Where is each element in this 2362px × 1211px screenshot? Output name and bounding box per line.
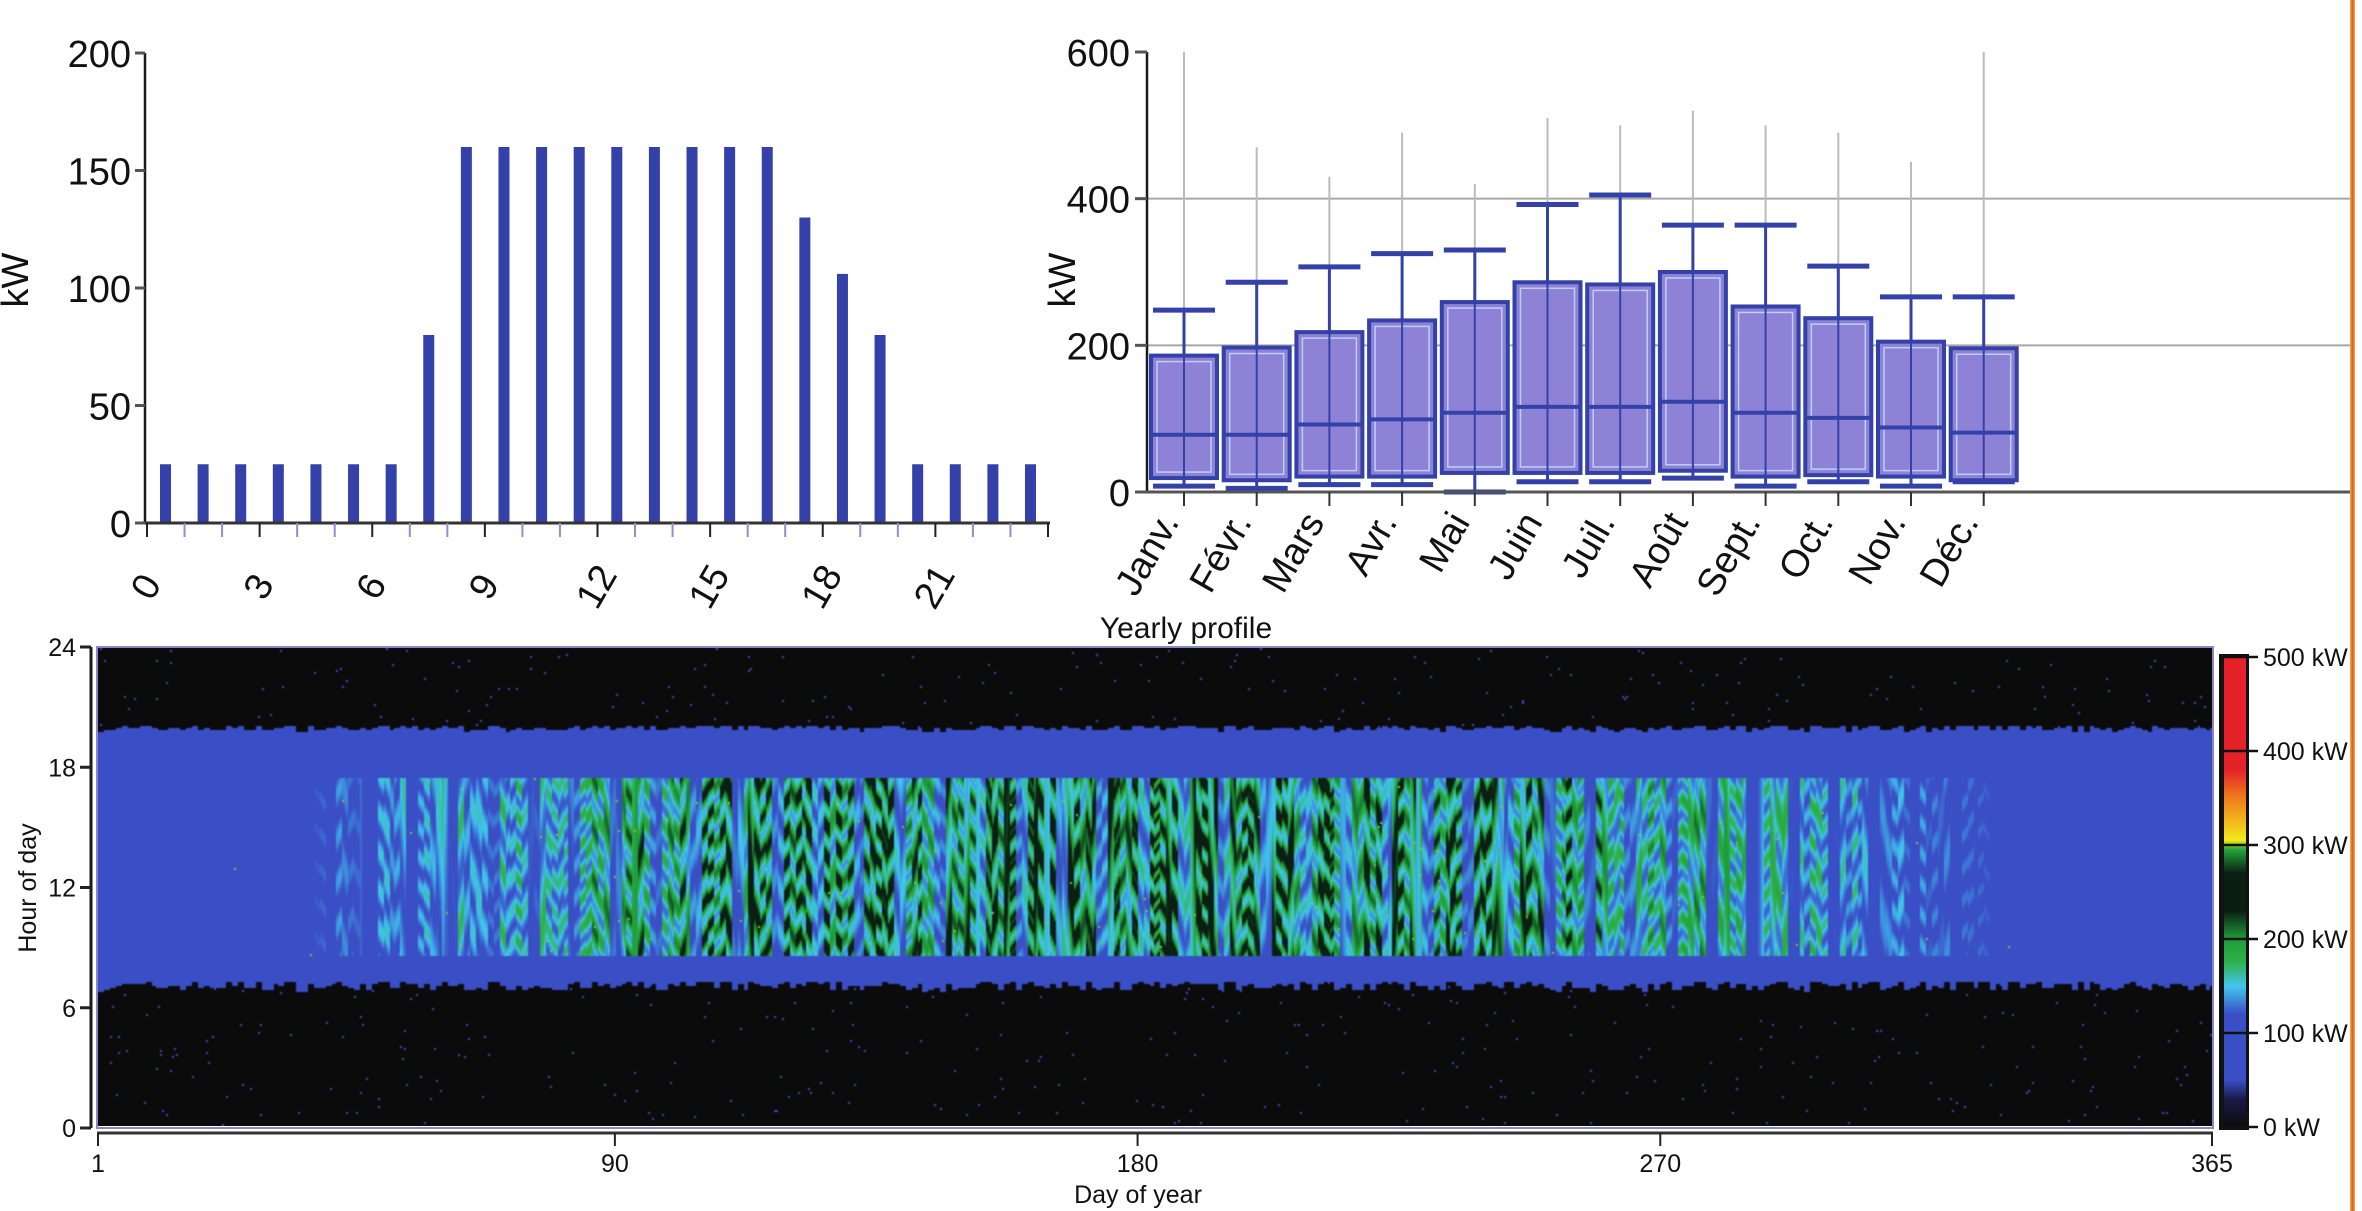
bar-hour-9 xyxy=(498,147,510,523)
colorbar-tick-label: 100 kW xyxy=(2263,1020,2348,1048)
box-xtick-label: Mars xyxy=(1255,506,1334,600)
bar-hour-23 xyxy=(1025,464,1036,523)
daily-profile-chart: 0 50 100 150 200 0 3 6 9 12 15 18 21 kW xyxy=(0,34,1050,616)
box-xtick-label: Mai xyxy=(1412,506,1479,580)
box-xtick-label: Déc. xyxy=(1912,506,1987,595)
bar-hour-8 xyxy=(460,147,472,523)
bar-ytick-label: 50 xyxy=(89,387,131,429)
bar-ytick-label: 100 xyxy=(68,269,131,311)
heatmap-ytick-label: 18 xyxy=(48,754,76,782)
heatmap-x-axis-label: Day of year xyxy=(1074,1181,1202,1209)
colorbar-tick-label: 300 kW xyxy=(2263,832,2348,860)
bar-xtick-label: 15 xyxy=(681,558,739,616)
box-dc xyxy=(1948,52,2019,485)
bar-ytick-label: 150 xyxy=(68,152,131,194)
box-xtick-label: Juil. xyxy=(1554,506,1624,586)
colorbar: 0 kW 100 kW 200 kW 300 kW 400 kW 500 kW xyxy=(2219,644,2348,1142)
bar-hour-4 xyxy=(310,464,322,523)
bar-hour-20 xyxy=(912,464,924,523)
heatmap-ytick-label: 12 xyxy=(48,875,76,903)
box-nov xyxy=(1876,162,1946,489)
box-ytick-label: 600 xyxy=(1067,33,1130,75)
box-janv xyxy=(1149,52,1219,489)
yearly-profile-chart: Yearly profile 0 6 12 18 24 1 90 180 270 365 Hou… xyxy=(14,612,2348,1209)
bar-hour-21 xyxy=(949,464,961,523)
box-ytick-label: 0 xyxy=(1109,473,1130,515)
colorbar-tick-label: 0 kW xyxy=(2263,1114,2320,1142)
box-xtick-label: Sept. xyxy=(1689,506,1770,604)
bar-hour-3 xyxy=(272,464,284,523)
box-xtick-label: Août xyxy=(1621,505,1697,594)
box-fvr xyxy=(1221,147,1292,491)
heatmap-xtick-label: 365 xyxy=(2191,1150,2233,1178)
box-ytick-label: 400 xyxy=(1067,180,1130,222)
heatmap-xtick-label: 1 xyxy=(91,1150,105,1178)
box-juin xyxy=(1512,118,1583,485)
heatmap-ytick-label: 0 xyxy=(62,1115,76,1143)
box-xtick-label: Nov. xyxy=(1841,506,1915,592)
box-xtick-label: Févr. xyxy=(1182,506,1261,600)
bar-y-axis-label: kW xyxy=(0,252,37,307)
bar-xtick-label: 3 xyxy=(236,567,283,606)
bar-hour-22 xyxy=(987,464,999,523)
bar-xtick-label: 9 xyxy=(461,567,508,606)
bar-xtick-label: 6 xyxy=(348,567,395,606)
bar-hour-11 xyxy=(573,147,585,523)
bar-xtick-label: 0 xyxy=(123,567,170,606)
box-sept xyxy=(1730,125,1801,489)
heatmap-y-axis-label: Hour of day xyxy=(14,823,42,953)
box-aot xyxy=(1657,110,1728,481)
colorbar-tick-label: 400 kW xyxy=(2263,738,2348,766)
box-oct xyxy=(1803,132,1874,485)
heatmap-title: Yearly profile xyxy=(1100,612,1272,645)
bar-ytick-label: 200 xyxy=(68,34,131,76)
colorbar-gradient xyxy=(2224,657,2246,1127)
heatmap-ytick-label: 6 xyxy=(62,995,76,1023)
bar-hour-13 xyxy=(648,147,660,523)
heatmap-image xyxy=(98,648,2212,1126)
box-ytick-label: 200 xyxy=(1067,326,1130,368)
bar-hour-15 xyxy=(724,147,736,523)
heatmap-xtick-label: 270 xyxy=(1639,1150,1681,1178)
heatmap-ytick-label: 24 xyxy=(48,634,76,662)
bar-hour-12 xyxy=(611,147,623,523)
bar-hour-19 xyxy=(874,335,886,523)
bar-hour-18 xyxy=(836,273,848,523)
box-avr xyxy=(1367,132,1438,488)
page-edge-accent xyxy=(2350,0,2355,1211)
bar-hour-5 xyxy=(348,464,360,523)
bar-hour-1 xyxy=(197,464,209,523)
box-xtick-label: Avr. xyxy=(1337,506,1406,583)
colorbar-tick-label: 200 kW xyxy=(2263,926,2348,954)
box-xtick-label: Janv. xyxy=(1107,506,1187,603)
heatmap-xtick-label: 90 xyxy=(601,1150,629,1178)
bar-hour-10 xyxy=(536,147,548,523)
bar-hour-0 xyxy=(160,464,171,523)
monthly-boxplot-chart: 0 200 400 600 Janv.Févr.Mars Avr. Mai Juin Juil… xyxy=(1042,33,2350,603)
box-mai xyxy=(1439,184,1510,495)
bar-hour-16 xyxy=(761,147,773,523)
bar-xtick-label: 12 xyxy=(568,558,626,616)
heatmap-frame xyxy=(96,646,2214,1129)
box-xtick-label: Juin xyxy=(1480,506,1551,587)
bar-xtick-label: 18 xyxy=(794,558,852,616)
bar-hour-6 xyxy=(385,464,397,523)
bar-ytick-label: 0 xyxy=(110,504,131,546)
box-y-axis-label: kW xyxy=(1042,252,1084,307)
box-juil xyxy=(1585,125,1656,485)
colorbar-tick-label: 500 kW xyxy=(2263,644,2348,672)
heatmap-xtick-label: 180 xyxy=(1117,1150,1159,1178)
bar-hour-7 xyxy=(423,335,435,523)
box-xtick-label: Oct. xyxy=(1771,506,1842,587)
box-mars xyxy=(1294,176,1365,488)
bar-hour-2 xyxy=(235,464,247,523)
bar-xtick-label: 21 xyxy=(906,558,964,616)
bar-hour-14 xyxy=(686,147,698,523)
bar-hour-17 xyxy=(799,217,811,523)
